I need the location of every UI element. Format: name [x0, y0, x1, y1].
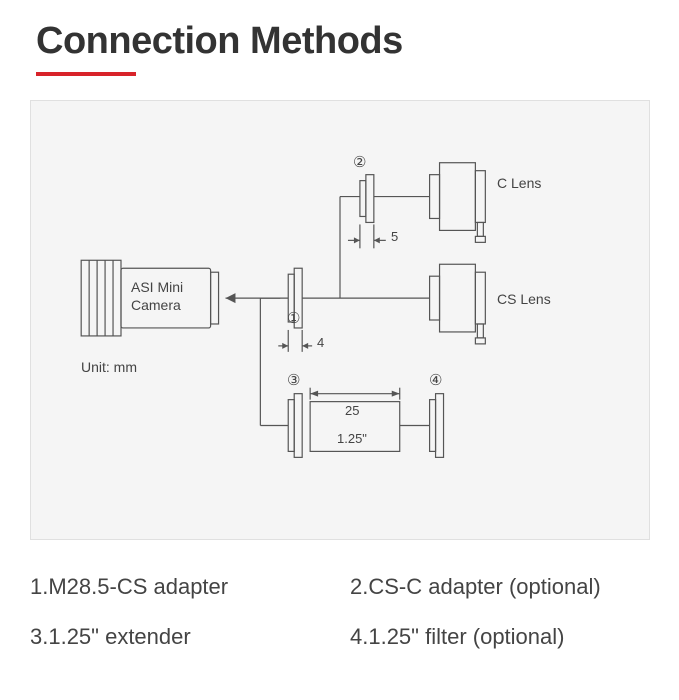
adapter-3-icon — [288, 394, 302, 458]
marker-3: ③ — [287, 371, 300, 389]
dim-125-label: 1.25" — [337, 431, 367, 446]
marker-1: ① — [287, 309, 300, 327]
dimension-4 — [278, 330, 312, 352]
unit-label: Unit: mm — [81, 359, 137, 375]
c-lens-icon — [430, 163, 486, 243]
cs-lens-label: CS Lens — [497, 291, 551, 307]
dimension-25 — [310, 388, 400, 400]
diagram-frame: ASI Mini Camera Unit: mm C Lens CS Lens … — [30, 100, 650, 540]
marker-4: ④ — [429, 371, 442, 389]
dim-4-label: 4 — [317, 335, 324, 350]
legend-item-1: 1.M28.5-CS adapter — [30, 574, 330, 600]
page-title: Connection Methods — [36, 20, 403, 63]
legend: 1.M28.5-CS adapter 2.CS-C adapter (optio… — [30, 574, 650, 650]
c-lens-label: C Lens — [497, 175, 541, 191]
camera-label: ASI Mini Camera — [131, 279, 183, 314]
dim-25-label: 25 — [345, 403, 359, 418]
adapter-2-icon — [360, 175, 374, 223]
dim-5-label: 5 — [391, 229, 398, 244]
dimension-5 — [348, 224, 386, 248]
legend-item-2: 2.CS-C adapter (optional) — [350, 574, 650, 600]
legend-item-4: 4.1.25" filter (optional) — [350, 624, 650, 650]
cs-lens-icon — [430, 264, 486, 344]
marker-2: ② — [353, 153, 366, 171]
page: Connection Methods — [0, 0, 679, 700]
connection-diagram — [31, 101, 649, 539]
adapter-4-icon — [430, 394, 444, 458]
title-underline — [36, 72, 136, 76]
legend-item-3: 3.1.25" extender — [30, 624, 330, 650]
